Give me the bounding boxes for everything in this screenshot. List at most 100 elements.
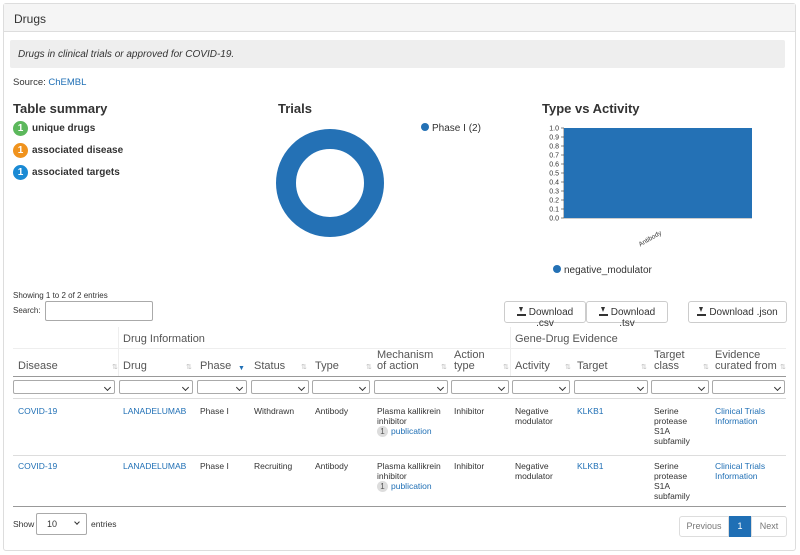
- disease-link[interactable]: COVID-19: [18, 406, 58, 416]
- summary-label: associated disease: [32, 145, 124, 157]
- summary-associated-targets: 1 associated targets: [13, 165, 123, 187]
- type-activity-legend-label: negative_modulator: [564, 265, 652, 276]
- page-1-button[interactable]: 1: [729, 516, 751, 537]
- filter-action-type[interactable]: [451, 380, 509, 394]
- y-tick-label: 0.6: [549, 162, 559, 169]
- status-cell: Recruiting: [254, 461, 293, 471]
- col-mechanism[interactable]: Mechanism of action: [377, 349, 434, 372]
- download-icon: [516, 307, 526, 316]
- summary-list: 1 unique drugs 1 associated disease 1 assoc…: [13, 121, 123, 187]
- publication-count-badge: 1: [377, 426, 388, 437]
- chembl-link[interactable]: ChEMBL: [48, 77, 87, 88]
- y-tick-label: 0.0: [549, 216, 559, 223]
- action-type-cell: Inhibitor: [454, 461, 485, 471]
- target-link[interactable]: KLKB1: [577, 406, 604, 416]
- activity-cell: Negative modulator: [515, 406, 553, 426]
- col-action-type[interactable]: Action type: [454, 349, 485, 372]
- download-icon: [598, 307, 608, 316]
- y-tick-label: 0.9: [549, 135, 559, 142]
- table-summary-title: Table summary: [13, 101, 108, 116]
- trials-title: Trials: [278, 101, 312, 116]
- mechanism-cell: Plasma kallikrein inhibitor 1 publication: [377, 461, 441, 492]
- evidence-link[interactable]: Clinical Trials Information: [715, 461, 766, 481]
- chevron-down-icon: [74, 519, 80, 525]
- col-phase[interactable]: Phase: [200, 360, 232, 372]
- count-badge: 1: [13, 143, 28, 158]
- evidence-link[interactable]: Clinical Trials Information: [715, 406, 766, 426]
- drug-link[interactable]: LANADELUMAB: [123, 461, 187, 471]
- col-drug[interactable]: Drug: [123, 360, 147, 372]
- x-tick-label: Antibody: [638, 229, 664, 248]
- count-badge: 1: [13, 165, 28, 180]
- group-drug-information: Drug Information: [123, 333, 205, 345]
- show-label: Show: [13, 519, 35, 529]
- filter-type[interactable]: [312, 380, 370, 394]
- sort-icon: ⇅: [780, 364, 786, 371]
- publication-link[interactable]: publication: [391, 426, 432, 436]
- y-axis: 0.0 0.1 0.2 0.3 0.4 0.5 0.6 0.7 0.8 0.9 1.0: [549, 126, 564, 223]
- col-target-class[interactable]: Target class: [654, 349, 685, 372]
- sort-icon: ⇅: [565, 364, 571, 371]
- col-activity[interactable]: Activity: [515, 360, 550, 372]
- sort-icon: ⇅: [186, 364, 192, 371]
- drug-link[interactable]: LANADELUMAB: [123, 406, 187, 416]
- trials-donut-chart: [276, 129, 384, 237]
- sort-icon: ⇅: [301, 364, 307, 371]
- download-json-button[interactable]: Download .json: [688, 301, 787, 323]
- summary-label: unique drugs: [32, 123, 96, 135]
- y-tick-label: 0.2: [549, 198, 559, 205]
- source-line: Source: ChEMBL: [13, 77, 86, 88]
- target-class-cell: Serine protease S1A subfamily: [654, 461, 690, 501]
- status-cell: Withdrawn: [254, 406, 295, 416]
- phase-cell: Phase I: [200, 406, 229, 416]
- target-class-cell: Serine protease S1A subfamily: [654, 406, 690, 446]
- col-disease[interactable]: Disease: [18, 360, 58, 372]
- target-link[interactable]: KLKB1: [577, 461, 604, 471]
- publication-link[interactable]: publication: [391, 481, 432, 491]
- drugs-panel: Drugs: [3, 3, 796, 551]
- filter-status[interactable]: [251, 380, 309, 394]
- publication-count-badge: 1: [377, 481, 388, 492]
- col-target[interactable]: Target: [577, 360, 608, 372]
- trials-legend: Phase I (2): [421, 123, 481, 134]
- page-size-select[interactable]: 10: [36, 513, 87, 535]
- y-tick-label: 0.7: [549, 153, 559, 160]
- col-status[interactable]: Status: [254, 360, 286, 372]
- count-badge: 1: [13, 121, 28, 136]
- summary-associated-disease: 1 associated disease: [13, 143, 123, 165]
- y-tick-label: 0.3: [549, 189, 559, 196]
- download-tsv-button[interactable]: Download .tsv: [586, 301, 668, 329]
- filter-disease[interactable]: [13, 380, 115, 394]
- entries-label: entries: [91, 519, 117, 529]
- activity-cell: Negative modulator: [515, 461, 553, 481]
- summary-label: associated targets: [32, 167, 120, 179]
- y-tick-label: 1.0: [549, 126, 559, 133]
- sort-icon: ⇅: [366, 364, 372, 371]
- donut-slice-phase-i: [276, 129, 384, 237]
- disease-link[interactable]: COVID-19: [18, 461, 58, 471]
- filter-phase[interactable]: [197, 380, 247, 394]
- filter-evidence[interactable]: [712, 380, 785, 394]
- search-input[interactable]: [45, 301, 153, 321]
- bar-antibody: [564, 128, 752, 218]
- sort-icon: ⇅: [703, 364, 709, 371]
- sort-icon: ⇅: [441, 364, 447, 371]
- filter-target[interactable]: [574, 380, 648, 394]
- action-type-cell: Inhibitor: [454, 406, 485, 416]
- previous-button[interactable]: Previous: [679, 516, 729, 537]
- search-label: Search:: [13, 306, 41, 315]
- next-button[interactable]: Next: [751, 516, 787, 537]
- col-evidence[interactable]: Evidence curated from: [715, 349, 777, 372]
- filter-target-class[interactable]: [651, 380, 709, 394]
- summary-unique-drugs: 1 unique drugs: [13, 121, 123, 143]
- filter-mechanism[interactable]: [374, 380, 448, 394]
- y-tick-label: 0.5: [549, 171, 559, 178]
- trials-legend-label: Phase I (2): [432, 123, 481, 134]
- filter-activity[interactable]: [512, 380, 570, 394]
- sort-desc-icon: ▼: [238, 365, 245, 372]
- col-type[interactable]: Type: [315, 360, 339, 372]
- download-csv-button[interactable]: Download .csv: [504, 301, 586, 329]
- filter-drug[interactable]: [119, 380, 193, 394]
- legend-dot: [421, 123, 429, 131]
- y-tick-label: 0.8: [549, 144, 559, 151]
